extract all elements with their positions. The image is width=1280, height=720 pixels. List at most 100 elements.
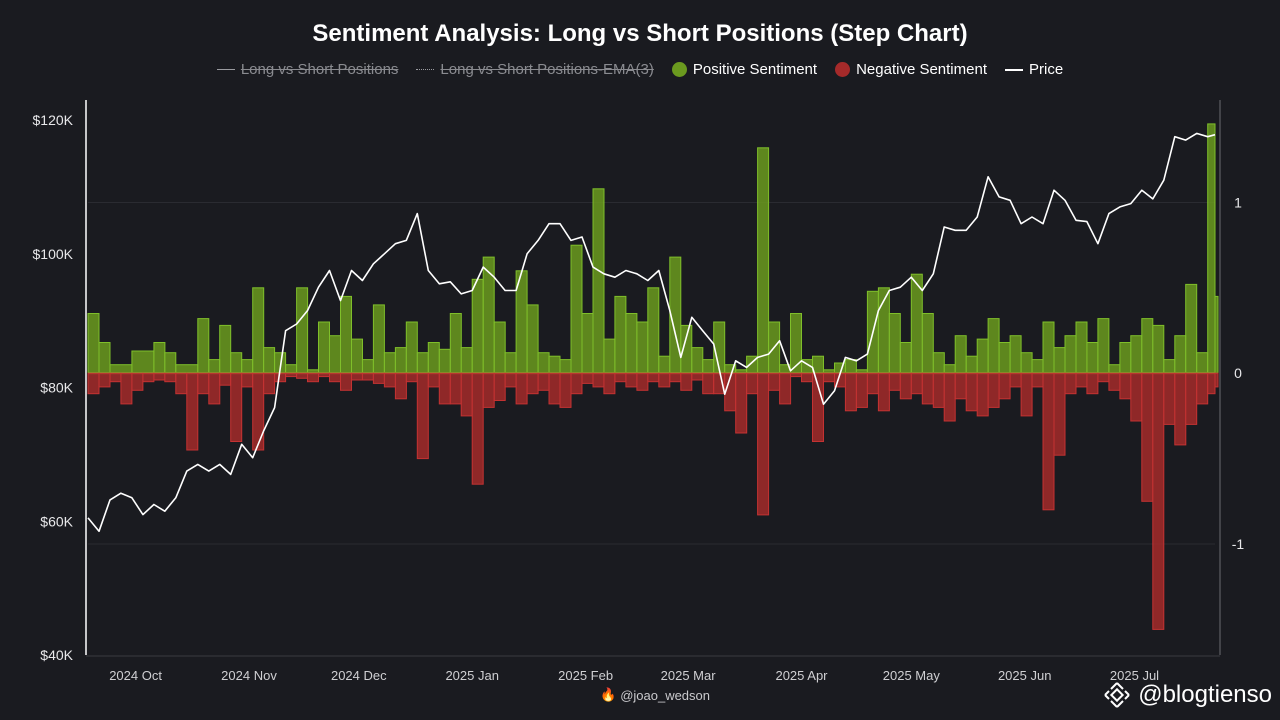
negative-sentiment-step xyxy=(460,372,473,417)
positive-sentiment-step xyxy=(1064,335,1077,374)
positive-sentiment-step xyxy=(1020,352,1033,374)
positive-sentiment-step xyxy=(131,350,155,374)
negative-sentiment-step xyxy=(1207,372,1216,395)
negative-sentiment-step xyxy=(263,372,276,395)
positive-sentiment-step xyxy=(614,295,627,374)
x-tick-label: 2024 Nov xyxy=(221,668,277,683)
negative-sentiment-step xyxy=(504,372,517,388)
legend-item-negative-sentiment[interactable]: Negative Sentiment xyxy=(835,61,987,78)
legend-item-long-short[interactable]: Long vs Short Positions xyxy=(216,61,399,78)
negative-sentiment-step xyxy=(1130,372,1143,422)
negative-sentiment-step xyxy=(307,372,319,383)
negative-sentiment-step xyxy=(1064,372,1077,395)
positive-sentiment-step xyxy=(296,287,309,374)
negative-sentiment-step xyxy=(976,372,989,417)
left-tick-label: $120K xyxy=(33,112,74,128)
positive-sentiment-step xyxy=(449,313,462,374)
positive-sentiment-step xyxy=(702,359,715,374)
legend-label: Positive Sentiment xyxy=(692,61,818,78)
positive-sentiment-step xyxy=(1141,318,1154,374)
positive-sentiment-step xyxy=(230,352,243,374)
positive-sentiment-step xyxy=(318,321,330,374)
legend-item-positive-sentiment[interactable]: Positive Sentiment xyxy=(671,61,818,78)
negative-sentiment-step xyxy=(1009,372,1022,388)
negative-sentiment-step xyxy=(570,372,583,395)
positive-sentiment-series xyxy=(87,123,1219,375)
negative-sentiment-step xyxy=(296,372,309,379)
positive-sentiment-step xyxy=(790,313,802,374)
negative-sentiment-step xyxy=(438,372,451,405)
legend-label: Price xyxy=(1028,61,1064,78)
positive-sentiment-step xyxy=(1053,347,1066,374)
price-line xyxy=(87,132,1216,533)
negative-sentiment-step xyxy=(405,372,418,383)
positive-sentiment-step xyxy=(87,313,100,374)
negative-sentiment-step xyxy=(779,372,792,405)
negative-sentiment-step xyxy=(372,372,385,384)
right-axis-ticks: 1 0 -1 xyxy=(1232,195,1245,553)
negative-sentiment-step xyxy=(427,372,440,388)
negative-sentiment-step xyxy=(855,372,868,408)
legend-label: Negative Sentiment xyxy=(856,61,987,78)
negative-sentiment-step xyxy=(164,372,177,383)
circle-swatch-icon xyxy=(835,62,851,77)
dotted-line-swatch-icon xyxy=(416,69,435,70)
negative-sentiment-step xyxy=(812,372,824,443)
negative-sentiment-step xyxy=(866,372,879,395)
positive-sentiment-step xyxy=(636,321,649,374)
positive-sentiment-step xyxy=(351,338,363,374)
positive-sentiment-step xyxy=(1174,335,1187,374)
positive-sentiment-step xyxy=(219,324,232,374)
positive-sentiment-step xyxy=(372,304,385,374)
negative-sentiment-step xyxy=(219,372,232,386)
positive-sentiment-step xyxy=(987,318,1000,374)
negative-sentiment-step xyxy=(625,372,638,388)
positive-sentiment-step xyxy=(98,342,111,374)
positive-sentiment-step xyxy=(427,342,440,374)
negative-sentiment-step xyxy=(1141,372,1154,502)
negative-sentiment-step xyxy=(340,372,352,391)
axes xyxy=(85,100,1221,657)
negative-sentiment-step xyxy=(910,372,923,395)
negative-sentiment-step xyxy=(230,372,243,443)
legend-item-price[interactable]: Price xyxy=(1004,61,1064,78)
credit-handle: @joao_wedson xyxy=(620,687,711,703)
positive-sentiment-step xyxy=(537,352,550,374)
negative-sentiment-step xyxy=(559,372,572,408)
positive-sentiment-step xyxy=(383,352,396,374)
positive-sentiment-step xyxy=(175,364,199,374)
legend-item-long-short-ema[interactable]: Long vs Short Positions-EMA(3) xyxy=(416,61,654,78)
x-tick-label: 2025 Apr xyxy=(775,668,828,683)
negative-sentiment-step xyxy=(790,372,802,378)
x-tick-label: 2025 Jul xyxy=(1110,668,1159,683)
positive-sentiment-step xyxy=(1185,283,1198,374)
positive-sentiment-step xyxy=(1119,342,1132,374)
negative-sentiment-step xyxy=(1042,372,1055,511)
positive-sentiment-step xyxy=(482,256,495,374)
brand-handle: @blogtienso xyxy=(1138,681,1272,708)
left-tick-label: $100K xyxy=(33,246,74,262)
negative-sentiment-step xyxy=(197,372,210,395)
negative-sentiment-step xyxy=(669,372,682,383)
negative-sentiment-step xyxy=(351,372,363,381)
right-tick-label: 0 xyxy=(1234,365,1242,381)
negative-sentiment-step xyxy=(647,372,660,383)
negative-sentiment-step xyxy=(186,372,199,451)
positive-sentiment-step xyxy=(932,352,945,374)
negative-sentiment-series xyxy=(87,372,1219,630)
negative-sentiment-step xyxy=(175,372,188,395)
legend-label: Long vs Short Positions xyxy=(240,61,399,78)
positive-sentiment-step xyxy=(603,338,616,374)
negative-sentiment-step xyxy=(899,372,912,400)
negative-sentiment-step xyxy=(285,372,298,378)
negative-sentiment-step xyxy=(735,372,748,434)
positive-sentiment-step xyxy=(241,359,254,374)
positive-sentiment-step xyxy=(153,342,166,374)
negative-sentiment-step xyxy=(987,372,1000,408)
positive-sentiment-step xyxy=(1108,364,1121,374)
negative-sentiment-step xyxy=(131,372,144,391)
negative-sentiment-step xyxy=(449,372,462,405)
positive-sentiment-step xyxy=(208,359,221,374)
negative-sentiment-step xyxy=(614,372,627,383)
